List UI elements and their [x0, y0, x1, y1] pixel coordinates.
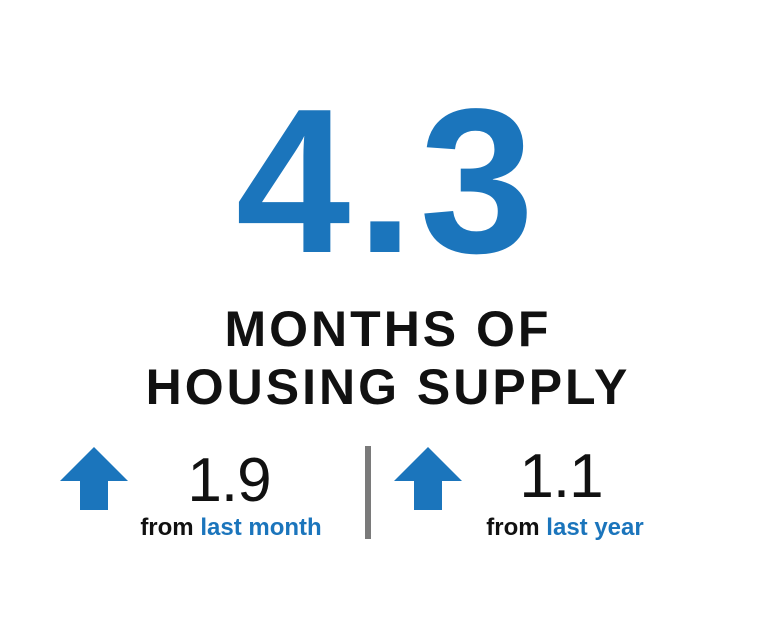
- up-arrow: [394, 447, 462, 510]
- change-value: 1.1: [519, 442, 602, 511]
- headline-label: MONTHS OF: [225, 301, 552, 357]
- up-arrow: [60, 447, 128, 510]
- change-value: 1.9: [187, 446, 270, 515]
- change-caption: from last month: [140, 514, 321, 541]
- caption-period: last month: [200, 514, 321, 541]
- headline-label: HOUSING SUPPLY: [146, 359, 631, 415]
- headline-value: 4.3: [236, 66, 540, 296]
- divider: [365, 446, 371, 539]
- caption-period: last year: [546, 514, 643, 541]
- caption-prefix: from: [140, 514, 193, 541]
- change-caption: from last year: [486, 514, 643, 541]
- caption-prefix: from: [486, 514, 539, 541]
